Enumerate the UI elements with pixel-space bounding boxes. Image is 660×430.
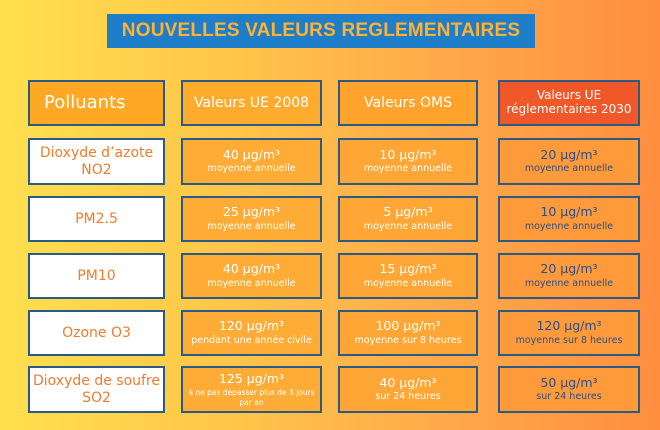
value-text: 25 µg/m³	[222, 204, 281, 220]
value-note: moyenne annuelle	[524, 220, 614, 232]
value-text: 100 µg/m³	[375, 318, 441, 334]
header-valeurs-ue-2008: Valeurs UE 2008	[181, 80, 322, 126]
value-cell-ue2030: 120 µg/m³ moyenne sur 8 heures	[498, 310, 640, 356]
value-text: 120 µg/m³	[536, 318, 602, 334]
value-text: 10 µg/m³	[379, 146, 437, 162]
value-cell-ue2030: 20 µg/m³ moyenne annuelle	[498, 253, 640, 299]
value-text: 5 µg/m³	[383, 204, 433, 220]
value-text: 10 µg/m³	[540, 204, 598, 220]
value-text: 20 µg/m³	[540, 146, 598, 162]
value-cell-oms: 15 µg/m³ moyenne annuelle	[338, 253, 478, 299]
value-text: 120 µg/m³	[218, 318, 285, 334]
value-note: pendant une année civile	[191, 334, 312, 346]
value-note: moyenne annuelle	[363, 220, 453, 232]
pollutant-cell: PM2.5	[28, 196, 165, 242]
pollutant-cell: Ozone O3	[28, 310, 165, 356]
header-polluants: Polluants	[28, 80, 165, 126]
pollutant-cell: Dioxyde d’azote NO2	[28, 138, 165, 185]
value-text: 40 µg/m³	[222, 261, 281, 277]
page-title: NOUVELLES VALEURS REGLEMENTAIRES	[107, 14, 535, 48]
value-note: moyenne annuelle	[524, 277, 614, 289]
value-note: moyenne annuelle	[363, 277, 453, 289]
value-note: sur 24 heures	[536, 391, 602, 403]
value-cell-ue2030: 10 µg/m³ moyenne annuelle	[498, 196, 640, 242]
value-cell-ue2030: 50 µg/m³ sur 24 heures	[498, 366, 640, 413]
pollutant-cell: PM10	[28, 253, 165, 299]
value-note: sur 24 heures	[375, 391, 441, 403]
value-text: 20 µg/m³	[540, 261, 598, 277]
value-cell-oms: 40 µg/m³ sur 24 heures	[338, 366, 478, 413]
value-text: 40 µg/m³	[222, 146, 281, 162]
value-text: 50 µg/m³	[540, 374, 598, 390]
value-note: moyenne sur 8 heures	[515, 334, 623, 346]
value-text: 125 µg/m³	[218, 370, 285, 386]
value-note: moyenne annuelle	[363, 163, 453, 175]
value-text: 15 µg/m³	[379, 261, 437, 277]
value-cell-oms: 10 µg/m³ moyenne annuelle	[338, 138, 478, 185]
value-cell-ue2008: 40 µg/m³ moyenne annuelle	[181, 138, 322, 185]
value-cell-ue2030: 20 µg/m³ moyenne annuelle	[498, 138, 640, 185]
value-note: moyenne annuelle	[524, 163, 614, 175]
value-cell-ue2008: 40 µg/m³ moyenne annuelle	[181, 253, 322, 299]
value-cell-ue2008: 125 µg/m³ à ne pas dépasser plus de 3 jo…	[181, 366, 322, 413]
header-valeurs-ue-2030: Valeurs UE réglementaires 2030	[498, 80, 640, 126]
value-cell-oms: 5 µg/m³ moyenne annuelle	[338, 196, 478, 242]
value-note: moyenne annuelle	[207, 277, 296, 289]
value-note: à ne pas dépasser plus de 3 jours par an	[188, 388, 315, 407]
value-cell-oms: 100 µg/m³ moyenne sur 8 heures	[338, 310, 478, 356]
value-cell-ue2008: 25 µg/m³ moyenne annuelle	[181, 196, 322, 242]
pollutant-cell: Dioxyde de soufre SO2	[28, 366, 165, 413]
value-cell-ue2008: 120 µg/m³ pendant une année civile	[181, 310, 322, 356]
value-note: moyenne sur 8 heures	[354, 334, 462, 346]
header-valeurs-oms: Valeurs OMS	[338, 80, 478, 126]
value-text: 40 µg/m³	[379, 374, 437, 390]
value-note: moyenne annuelle	[207, 163, 296, 175]
value-note: moyenne annuelle	[207, 220, 296, 232]
